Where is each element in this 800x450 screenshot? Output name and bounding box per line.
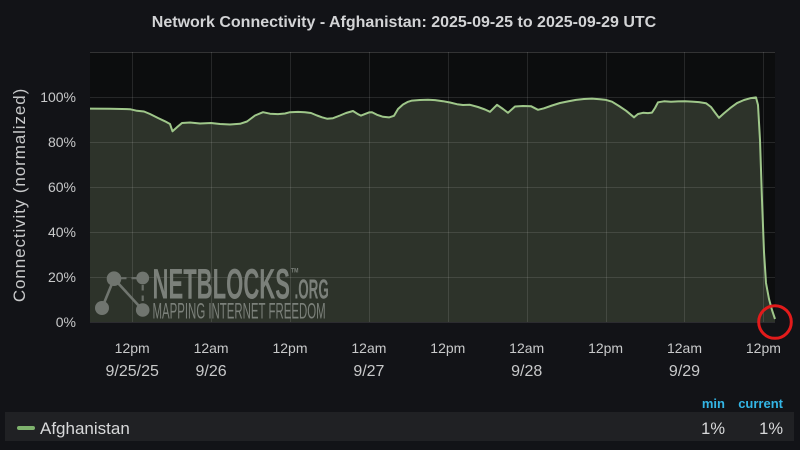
svg-text:MAPPING INTERNET FREEDOM: MAPPING INTERNET FREEDOM xyxy=(153,298,326,323)
svg-text:TM: TM xyxy=(291,268,299,275)
svg-text:NETBLOCKS: NETBLOCKS xyxy=(153,261,290,309)
svg-text:.ORG: .ORG xyxy=(295,273,329,305)
